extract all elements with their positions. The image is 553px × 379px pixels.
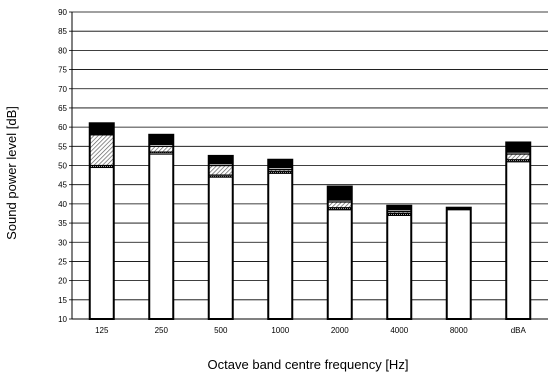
x-axis-title: Octave band centre frequency [Hz] — [208, 357, 409, 372]
y-tick-label: 70 — [58, 85, 67, 94]
bar-segment — [505, 141, 531, 153]
x-category-label: 500 — [214, 326, 228, 335]
bar-segment — [89, 122, 115, 136]
bar-segment — [267, 172, 293, 320]
bar-segment — [148, 153, 174, 320]
bar-segment — [327, 186, 353, 201]
y-tick-label: 50 — [58, 162, 67, 171]
bar-segment — [327, 209, 353, 320]
y-tick-label: 90 — [58, 8, 67, 17]
grid-lines — [72, 11, 548, 320]
bar-segment — [505, 161, 531, 320]
bar-segment — [505, 153, 531, 161]
bars — [88, 122, 532, 320]
y-tick-label: 75 — [58, 66, 67, 75]
bar-segment — [327, 201, 353, 209]
x-category-label: 2000 — [331, 326, 349, 335]
bar-segment — [208, 164, 234, 176]
y-tick-label: 10 — [58, 315, 67, 324]
bar-segment — [446, 209, 472, 320]
y-tick-label: 60 — [58, 123, 67, 132]
bar-segment — [267, 159, 293, 169]
bar-segment — [148, 145, 174, 153]
x-category-labels: 125 250 500 1000 2000 4000 8000 dBA — [95, 326, 526, 335]
bar-segment — [208, 155, 234, 165]
bar-segment — [148, 134, 174, 145]
axes — [69, 11, 548, 320]
x-category-label: 4000 — [390, 326, 408, 335]
y-tick-label: 40 — [58, 200, 67, 209]
y-tick-label: 35 — [58, 219, 67, 228]
y-tick-label: 30 — [58, 238, 67, 247]
y-tick-label: 55 — [58, 142, 67, 151]
y-tick-label: 65 — [58, 104, 67, 113]
y-tick-label: 45 — [58, 181, 67, 190]
y-tick-label: 15 — [58, 296, 67, 305]
x-category-label: 8000 — [450, 326, 468, 335]
x-category-label: 125 — [95, 326, 109, 335]
y-tick-label: 80 — [58, 46, 67, 55]
x-category-label: 1000 — [271, 326, 289, 335]
x-category-label: 250 — [155, 326, 169, 335]
bar-segment — [386, 214, 412, 320]
y-axis-title: Sound power level [dB] — [4, 106, 19, 240]
bar-segment — [208, 176, 234, 320]
x-category-label: dBA — [511, 326, 527, 335]
y-tick-labels: 10 15 20 25 30 35 40 45 50 55 60 65 70 75 80 85 90 — [58, 8, 67, 324]
y-tick-label: 25 — [58, 257, 67, 266]
y-tick-label: 85 — [58, 27, 67, 36]
bar-segment — [89, 134, 115, 167]
y-tick-label: 20 — [58, 277, 67, 286]
bar-segment — [89, 166, 115, 320]
